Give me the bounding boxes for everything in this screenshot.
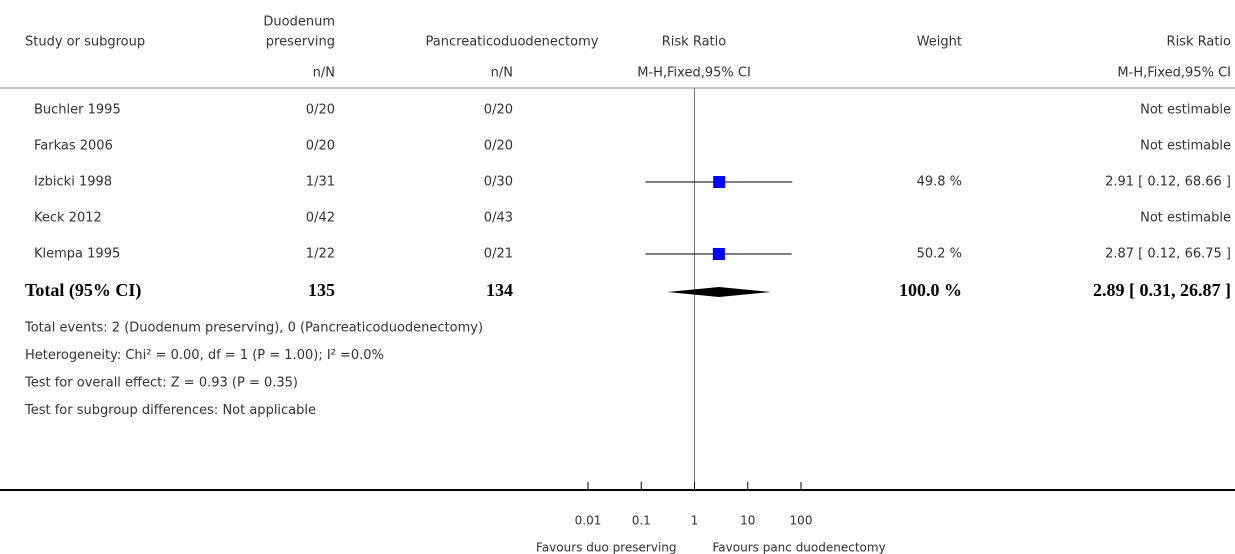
footnote: Test for subgroup differences: Not appli… xyxy=(24,403,316,418)
ci-label: Not estimable xyxy=(1140,139,1231,154)
header-result: Risk Ratio xyxy=(1167,35,1232,50)
control-count: 0/43 xyxy=(484,211,513,226)
experimental-count: 0/20 xyxy=(306,103,335,118)
header-experimental: Duodenum xyxy=(263,15,335,30)
header-study: Study or subgroup xyxy=(25,35,145,50)
control-count: 0/20 xyxy=(484,139,513,154)
header-experimental: preserving xyxy=(266,35,335,50)
x-label-right: Favours panc duodenectomy xyxy=(713,541,886,554)
control-count: 0/21 xyxy=(484,247,513,262)
total-name: Total (95% CI) xyxy=(25,280,141,301)
total-diamond xyxy=(667,287,771,297)
ci-label: 2.91 [ 0.12, 68.66 ] xyxy=(1105,175,1231,190)
control-count: 0/30 xyxy=(484,175,513,190)
experimental-count: 0/42 xyxy=(306,211,335,226)
header-plot: Risk Ratio xyxy=(662,35,727,50)
effect-box xyxy=(712,247,725,261)
experimental-count: 1/22 xyxy=(306,247,335,262)
ci-label: Not estimable xyxy=(1140,211,1231,226)
ci-label: 2.87 [ 0.12, 66.75 ] xyxy=(1105,247,1231,262)
x-label-left: Favours duo preserving xyxy=(536,541,676,554)
weight-label: 49.8 % xyxy=(917,175,962,190)
study-name: Buchler 1995 xyxy=(34,103,121,118)
subheader: M-H,Fixed,95% CI xyxy=(1117,66,1231,81)
header-control: Pancreaticoduodenectomy xyxy=(426,35,599,50)
study-name: Klempa 1995 xyxy=(34,247,120,262)
control-count: 0/20 xyxy=(484,103,513,118)
study-name: Keck 2012 xyxy=(34,211,102,226)
subheader: M-H,Fixed,95% CI xyxy=(637,66,751,81)
footnote: Test for overall effect: Z = 0.93 (P = 0… xyxy=(24,376,298,391)
experimental-count: 1/31 xyxy=(306,175,335,190)
subheader: n/N xyxy=(491,66,513,81)
x-tick-label: 10 xyxy=(740,514,755,528)
experimental-count: 0/20 xyxy=(306,139,335,154)
footnote: Heterogeneity: Chi² = 0.00, df = 1 (P = … xyxy=(25,348,384,363)
x-tick-label: 0.01 xyxy=(575,514,602,528)
total-experimental: 135 xyxy=(308,280,335,300)
x-tick-label: 1 xyxy=(691,514,699,528)
weight-label: 50.2 % xyxy=(917,247,962,262)
x-tick-label: 0.1 xyxy=(632,514,651,528)
total-ci: 2.89 [ 0.31, 26.87 ] xyxy=(1093,280,1231,300)
subheader: n/N xyxy=(313,66,335,81)
ci-label: Not estimable xyxy=(1140,103,1231,118)
header-weight: Weight xyxy=(917,35,962,50)
total-weight: 100.0 % xyxy=(899,280,962,300)
study-name: Izbicki 1998 xyxy=(34,175,112,190)
footnote: Total events: 2 (Duodenum preserving), 0… xyxy=(24,321,483,336)
effect-box xyxy=(713,176,726,188)
total-control: 134 xyxy=(486,280,513,300)
study-name: Farkas 2006 xyxy=(34,139,113,154)
x-tick-label: 100 xyxy=(790,514,813,528)
